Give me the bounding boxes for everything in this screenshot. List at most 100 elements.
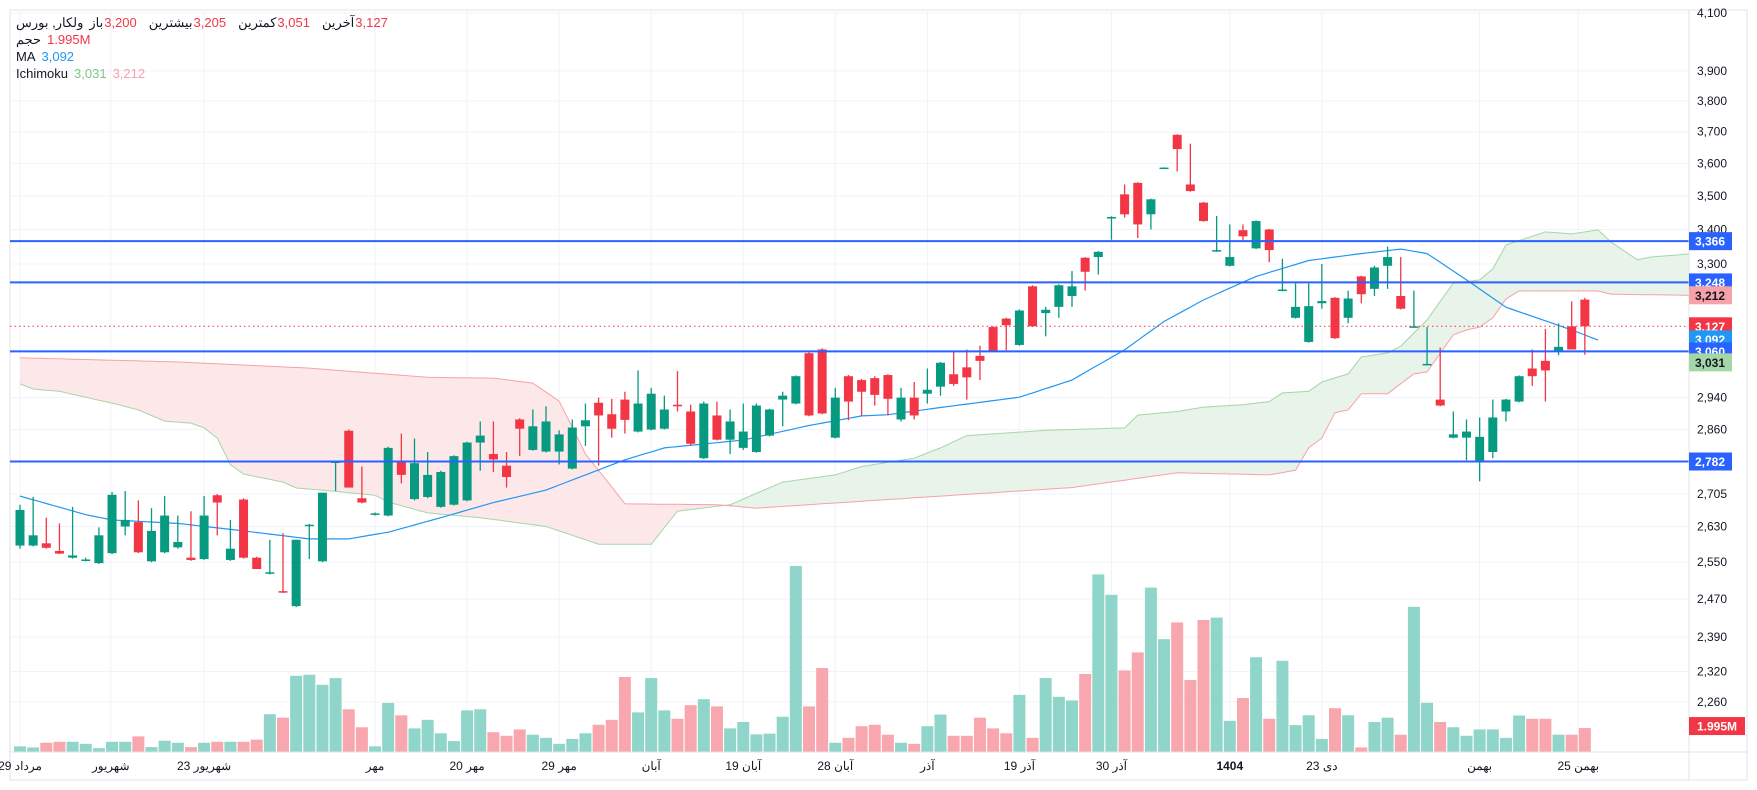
- cloud-segment: [1453, 281, 1467, 335]
- candle-body: [1291, 306, 1301, 318]
- candle-body: [607, 414, 617, 429]
- candle-body: [1041, 309, 1051, 314]
- cloud-segment: [979, 433, 994, 494]
- cloud-segment: [1374, 352, 1388, 394]
- cloud-segment: [861, 464, 875, 502]
- cloud-segment: [204, 363, 218, 439]
- price-tick-label: 2,860: [1697, 423, 1727, 437]
- cloud-segment: [1229, 404, 1243, 475]
- volume-bar: [290, 675, 303, 752]
- volume-bar: [513, 729, 526, 752]
- candle-body: [147, 530, 156, 562]
- volume-bar: [908, 743, 921, 752]
- legend-ichimoku-a-value: 3,031: [74, 66, 107, 81]
- legend-ma-value: 3,092: [41, 49, 75, 64]
- chart-legend: ولکار, بورس باز 3,200 بیشترین 3,205 کمترین…: [16, 14, 394, 82]
- price-tick-label: 2,320: [1697, 665, 1727, 679]
- volume-bar: [303, 674, 316, 752]
- candle-body: [870, 378, 880, 395]
- cloud-segment: [296, 367, 310, 490]
- cloud-segment: [914, 453, 928, 498]
- legend-last-label: آخرین: [321, 15, 355, 30]
- candle-body: [212, 495, 222, 503]
- cloud-segment: [966, 434, 980, 495]
- cloud-segment: [33, 358, 47, 391]
- horizontal-levels[interactable]: [10, 240, 1689, 463]
- cloud-segment: [283, 366, 297, 489]
- volume-bar: [1421, 702, 1434, 752]
- volume-bar: [316, 684, 329, 752]
- candle-body: [1317, 301, 1327, 304]
- volume-bar: [895, 742, 908, 752]
- cloud-segment: [835, 470, 849, 503]
- volume-bar: [237, 741, 250, 752]
- volume-bar: [1315, 738, 1328, 752]
- cloud-segment: [1256, 401, 1270, 475]
- time-axis[interactable]: 29 مرداد شهریور 23 شهریور مهر 20 مهر 29 مهر آب…: [0, 758, 1599, 773]
- volume-bar: [355, 727, 368, 752]
- cloud-segment: [1032, 430, 1046, 491]
- legend-symbol[interactable]: ولکار, بورس: [16, 15, 84, 30]
- legend-last-value: 3,127: [355, 15, 388, 30]
- candle-body: [107, 494, 117, 554]
- volume-axis-badge-label: 1.995M: [1697, 720, 1737, 734]
- volume-bar: [881, 734, 894, 752]
- candle-body: [699, 403, 709, 459]
- candle-body: [1172, 134, 1182, 150]
- volume-bar: [382, 702, 395, 752]
- candle-body: [896, 397, 906, 420]
- volume-bar: [1499, 737, 1512, 752]
- volume-bar: [1368, 722, 1381, 752]
- volume-bar: [750, 734, 763, 752]
- candle-body: [1580, 299, 1590, 327]
- price-axis-badge-label: 3,212: [1695, 289, 1725, 303]
- candle-body: [1369, 267, 1379, 289]
- legend-ohlc-row: ولکار, بورس باز 3,200 بیشترین 3,205 کمترین…: [16, 14, 394, 31]
- cloud-segment: [848, 466, 862, 503]
- candle-body: [81, 559, 91, 561]
- legend-ma-row[interactable]: MA 3,092: [16, 48, 394, 65]
- price-tick-label: 4,100: [1697, 6, 1727, 20]
- volume-bar: [171, 742, 184, 752]
- cloud-segment: [1072, 429, 1086, 488]
- volume-bar: [842, 737, 855, 752]
- candle-body: [1080, 257, 1090, 272]
- volume-bar: [79, 743, 92, 752]
- candle-body: [186, 557, 196, 560]
- volume-bar: [66, 741, 79, 752]
- legend-volume-row[interactable]: حجم 1.995M: [16, 31, 394, 48]
- volume-bar: [250, 739, 263, 752]
- cloud-segment: [756, 487, 770, 509]
- candle-body: [317, 492, 327, 562]
- candle-body: [922, 389, 932, 394]
- volume-bar: [934, 714, 947, 752]
- volume-bar: [592, 724, 605, 752]
- candle-body: [686, 411, 696, 444]
- candle-body: [1330, 297, 1340, 339]
- candle-body: [1277, 289, 1287, 292]
- price-axis[interactable]: 4,1003,9003,8003,7003,6003,5003,4003,300…: [1689, 6, 1745, 736]
- candle-body: [449, 456, 459, 505]
- time-tick-label: 1404: [1216, 759, 1243, 773]
- volume-bar: [1184, 680, 1197, 752]
- time-tick-label: بهمن: [1467, 759, 1492, 773]
- volume-bar: [1197, 620, 1210, 752]
- candle-body: [804, 353, 814, 416]
- cloud-segment: [519, 381, 533, 525]
- candle-body: [1422, 363, 1432, 366]
- volume-bar: [395, 715, 408, 752]
- legend-ichimoku-b-value: 3,212: [112, 66, 146, 81]
- legend-ichimoku-row[interactable]: Ichimoku 3,031 3,212: [16, 65, 394, 82]
- candle-body: [1356, 276, 1366, 295]
- cloud-segment: [809, 476, 823, 505]
- time-tick-label: 25 بهمن: [1557, 759, 1599, 773]
- candle-body: [936, 362, 945, 387]
- cloud-segment: [1190, 407, 1204, 474]
- cloud-segment: [98, 359, 113, 404]
- volume-bar: [1000, 733, 1013, 752]
- price-axis-badge: [1689, 286, 1732, 305]
- legend-high-value: 3,205: [193, 15, 227, 30]
- volume-bar: [224, 741, 237, 752]
- cloud-segment: [190, 362, 205, 428]
